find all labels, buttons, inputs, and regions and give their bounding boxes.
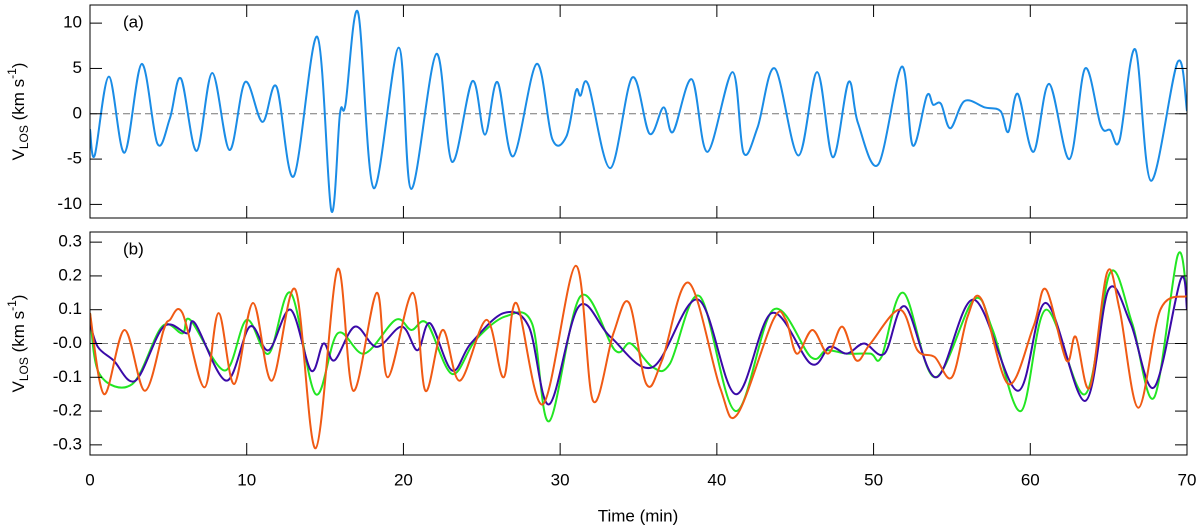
- x-axis-label: Time (min): [598, 506, 679, 525]
- y-axis-label-part: (km s: [9, 311, 28, 357]
- y-tick-label: 5: [73, 58, 82, 77]
- y-axis-label-part: V: [9, 148, 28, 160]
- y-tick-label: 10: [63, 13, 82, 32]
- x-tick-label: 60: [1021, 470, 1040, 489]
- y-axis-label-part: ): [9, 295, 28, 301]
- y-tick-label: 0.1: [58, 299, 82, 318]
- y-axis-label-part: ): [9, 63, 28, 69]
- plot-frame: [89, 4, 1188, 219]
- y-axis-label-part: -1: [5, 300, 19, 311]
- panel-label: (a): [123, 12, 144, 31]
- y-tick-label: 0.2: [58, 265, 82, 284]
- y-tick-label: -0.1: [53, 367, 82, 386]
- data-line: [90, 275, 1187, 406]
- y-tick-label: -0.0: [53, 333, 82, 352]
- y-axis-label-part: V: [9, 380, 28, 392]
- y-tick-label: 0.3: [58, 232, 82, 251]
- y-tick-label: -10: [57, 194, 82, 213]
- y-axis-label: VLOS (km s-1): [5, 295, 31, 393]
- x-tick-label: 10: [237, 470, 256, 489]
- x-tick-label: 70: [1178, 470, 1197, 489]
- x-tick-label: 20: [394, 470, 413, 489]
- y-axis-label-part: LOS: [17, 125, 31, 149]
- y-tick-label: -0.3: [53, 434, 82, 453]
- y-axis-label-part: (km s: [9, 79, 28, 125]
- data-line: [90, 251, 1187, 423]
- x-tick-label: 50: [864, 470, 883, 489]
- x-tick-label: 0: [85, 470, 94, 489]
- y-axis-label-part: -1: [5, 68, 19, 79]
- panel-label: (b): [123, 239, 144, 258]
- x-tick-label: 30: [551, 470, 570, 489]
- y-axis-label-part: LOS: [17, 357, 31, 381]
- y-tick-label: 0: [73, 103, 82, 122]
- y-tick-label: -5: [67, 149, 82, 168]
- y-tick-label: -0.2: [53, 401, 82, 420]
- data-line: [90, 9, 1187, 213]
- y-axis-label: VLOS (km s-1): [5, 63, 31, 161]
- data-line: [90, 264, 1187, 450]
- x-tick-label: 40: [707, 470, 726, 489]
